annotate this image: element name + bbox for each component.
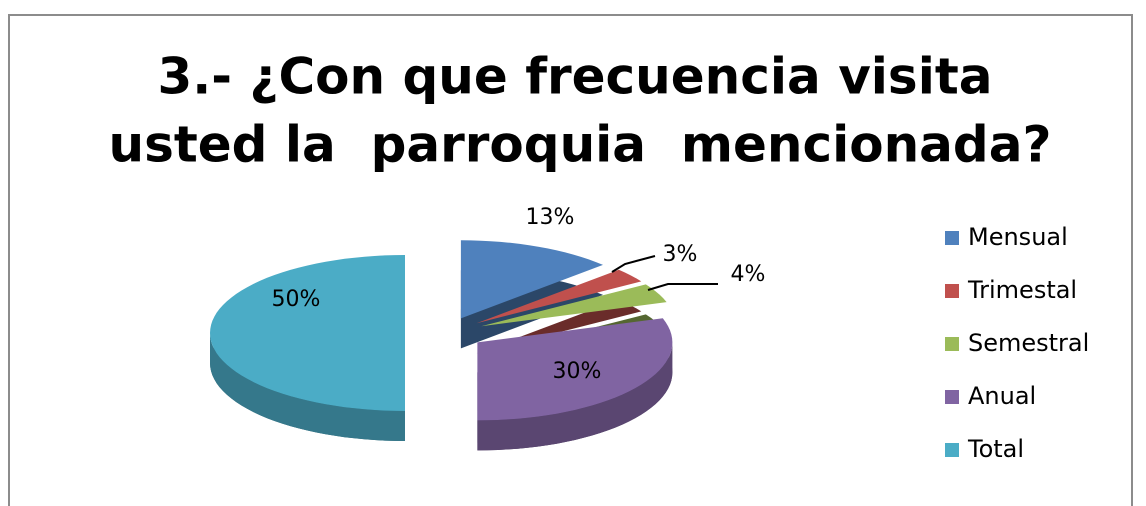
legend-label: Total: [967, 435, 1024, 463]
leader-line: [647, 283, 718, 291]
legend-swatch: [945, 284, 959, 298]
data-label: 4%: [731, 262, 766, 287]
legend-label: Trimestal: [967, 276, 1077, 304]
legend-swatch: [945, 337, 959, 351]
pie-slice-side: [210, 333, 405, 441]
pie-slice: [476, 269, 642, 324]
leader-line: [611, 255, 656, 273]
legend-label: Anual: [968, 382, 1036, 410]
legend-swatch: [945, 231, 959, 245]
data-label: 50%: [272, 287, 321, 312]
pie-slice: [481, 284, 667, 327]
legend-swatch: [945, 443, 959, 457]
legend-swatch: [945, 390, 959, 404]
data-label: 13%: [526, 205, 575, 230]
pie-slice: [477, 318, 673, 421]
chart-frame: [8, 14, 1133, 506]
data-label: 30%: [553, 359, 602, 384]
data-label: 3%: [663, 242, 698, 267]
pie-slice: [460, 240, 603, 319]
chart-title: 3.- ¿Con que frecuencia visita: [158, 48, 993, 106]
pie-slice: [210, 255, 405, 411]
chart-title: usted la parroquia mencionada?: [109, 116, 1052, 174]
pie-slice-side: [477, 342, 673, 451]
legend-label: Mensual: [968, 223, 1068, 251]
legend-label: Semestral: [968, 329, 1089, 357]
